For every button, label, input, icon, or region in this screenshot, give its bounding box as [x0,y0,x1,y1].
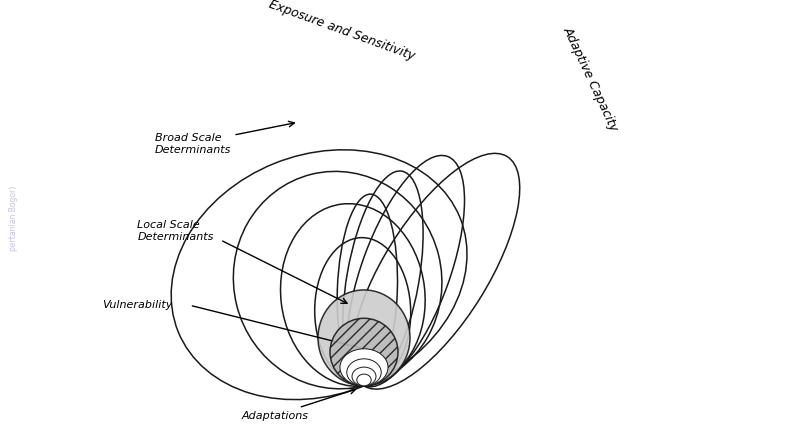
Ellipse shape [347,359,382,386]
Text: Local Scale
Determinants: Local Scale Determinants [138,220,214,242]
Text: Exposure and Sensitivity: Exposure and Sensitivity [267,0,417,63]
Text: pertanian Bogor): pertanian Bogor) [9,185,18,251]
Text: Adaptations: Adaptations [242,412,309,421]
Ellipse shape [330,318,398,386]
Ellipse shape [340,349,388,386]
Text: Vulnerability: Vulnerability [102,300,173,310]
Ellipse shape [352,367,376,386]
Text: Broad Scale
Determinants: Broad Scale Determinants [154,133,231,155]
Ellipse shape [318,290,410,386]
Ellipse shape [357,374,371,386]
Text: Adaptive Capacity: Adaptive Capacity [561,24,621,133]
